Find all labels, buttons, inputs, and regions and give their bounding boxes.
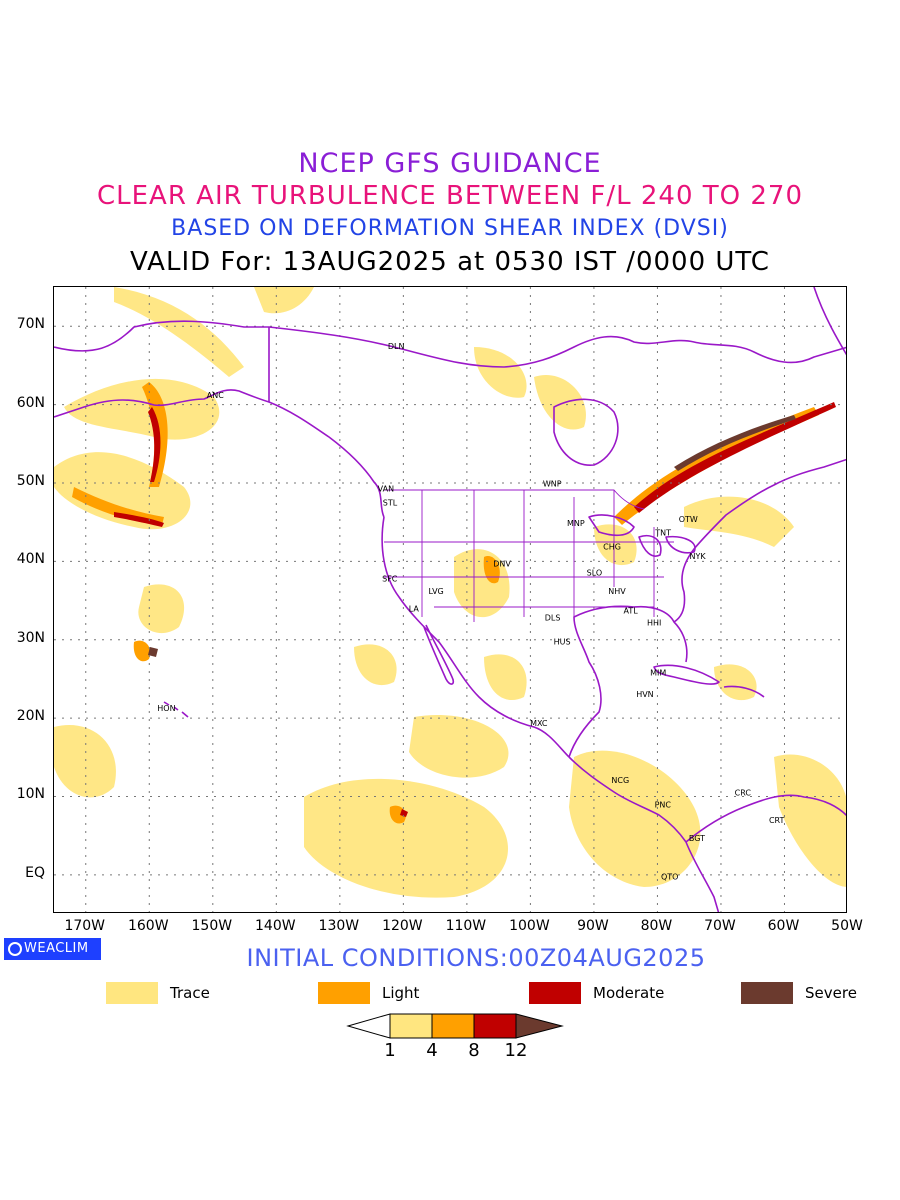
title-line-1: NCEP GFS GUIDANCE (298, 148, 602, 179)
colorbar-tick-4: 4 (426, 1040, 438, 1061)
station-label-mim: MIM (650, 669, 666, 678)
lon-label: 120W (382, 918, 423, 934)
lon-label: 110W (445, 918, 487, 934)
colorbar (346, 1013, 564, 1039)
station-label-nyk: NYK (690, 552, 707, 561)
lon-label: 60W (767, 918, 800, 934)
legend-swatch-severe (741, 982, 793, 1004)
station-labels: ANC DLN VAN STL WNP MNP TNT OTW NYK CHG DNV SLO SFC L… (157, 342, 784, 882)
station-label-nhv: NHV (608, 587, 626, 596)
turbulence-moderate-areas (114, 402, 836, 817)
map-canvas: ANC DLN VAN STL WNP MNP TNT OTW NYK CHG DNV SLO SFC L… (54, 287, 846, 912)
station-label-sfc: SFC (382, 575, 398, 584)
lon-label: 160W (127, 918, 169, 934)
colorbar-segment-light (431, 1013, 475, 1039)
lon-label: 150W (191, 918, 233, 934)
legend-swatch-trace (106, 982, 158, 1004)
legend-label-light: Light (382, 984, 420, 1002)
lat-label: 20N (16, 708, 45, 725)
station-label-dnv: DNV (493, 560, 511, 569)
legend-label-trace: Trace (170, 984, 210, 1002)
colorbar-high-arrow (515, 1013, 564, 1039)
turbulence-severe-areas (148, 415, 796, 657)
lat-label: 70N (16, 316, 45, 333)
colorbar-low-arrow (346, 1013, 391, 1039)
lat-label: 10N (16, 786, 45, 803)
colorbar-segment-trace (389, 1013, 433, 1039)
station-label-crc: CRC (735, 789, 752, 798)
lon-label: 50W (831, 918, 863, 934)
lat-label: 30N (16, 629, 45, 646)
station-label-wnp: WNP (543, 480, 562, 489)
coastlines (54, 287, 846, 912)
station-label-dln: DLN (388, 342, 405, 351)
lon-label: 130W (318, 918, 360, 934)
initial-conditions-label: INITIAL CONDITIONS:00Z04AUG2025 (246, 944, 706, 972)
station-label-stl: STL (383, 499, 398, 508)
title-line-3: BASED ON DEFORMATION SHEAR INDEX (DVSI) (171, 216, 729, 241)
station-label-bgt: BGT (689, 834, 705, 843)
lon-label: 90W (577, 918, 609, 934)
station-label-mnp: MNP (567, 519, 585, 528)
station-label-lvg: LVG (428, 587, 443, 596)
turbulence-trace-areas (54, 287, 846, 898)
station-label-slo: SLO (587, 568, 603, 577)
colorbar-tick-1: 1 (384, 1040, 396, 1061)
station-label-la: LA (409, 604, 420, 613)
lat-label: 60N (16, 394, 45, 411)
station-label-hus: HUS (554, 637, 571, 646)
badge-text: WEACLIM (24, 941, 89, 956)
lat-lon-grid (54, 287, 846, 912)
title-line-2: CLEAR AIR TURBULENCE BETWEEN F/L 240 TO … (96, 181, 804, 211)
station-label-tnt: TNT (654, 528, 671, 537)
station-label-pnc: PNC (655, 800, 672, 809)
legend-label-moderate: Moderate (593, 984, 665, 1002)
legend-swatch-light (318, 982, 370, 1004)
lon-label: 100W (509, 918, 550, 934)
station-label-hhi: HHI (647, 618, 661, 627)
lat-label: 40N (16, 551, 45, 568)
station-label-chg: CHG (603, 542, 621, 551)
station-label-mxc: MXC (530, 719, 548, 728)
station-label-crt: CRT (769, 816, 785, 825)
station-label-qto: QTO (661, 872, 678, 881)
station-label-otw: OTW (679, 515, 698, 524)
lon-label: 170W (64, 918, 106, 934)
station-label-hon: HON (157, 704, 175, 713)
lon-label: 80W (640, 918, 673, 934)
station-label-atl: ATL (623, 607, 638, 616)
legend-label-severe: Severe (805, 984, 857, 1002)
lon-label: 140W (255, 918, 296, 934)
station-label-van: VAN (378, 484, 394, 493)
colorbar-segment-moderate (473, 1013, 517, 1039)
valid-time-title: VALID For: 13AUG2025 at 0530 IST /0000 U… (130, 247, 770, 277)
colorbar-tick-8: 8 (468, 1040, 480, 1061)
lat-label: 50N (16, 472, 45, 489)
station-label-anc: ANC (207, 391, 224, 400)
turbulence-map: ANC DLN VAN STL WNP MNP TNT OTW NYK CHG DNV SLO SFC L… (53, 286, 847, 913)
political-borders (268, 327, 674, 622)
globe-icon (8, 942, 22, 956)
station-label-dls: DLS (545, 614, 561, 623)
legend-swatch-moderate (529, 982, 581, 1004)
station-label-ncg: NCG (611, 776, 629, 785)
colorbar-tick-12: 12 (504, 1040, 528, 1061)
lat-label: EQ (25, 864, 45, 881)
station-label-hvn: HVN (636, 690, 653, 699)
lon-label: 70W (704, 918, 736, 934)
weaclim-badge[interactable]: WEACLIM (4, 938, 101, 960)
